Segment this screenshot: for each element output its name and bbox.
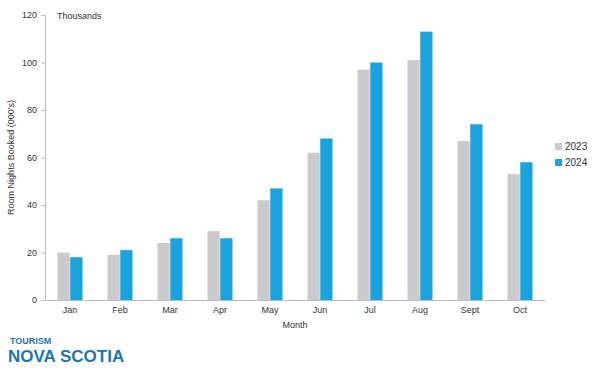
x-tick-label: Feb bbox=[112, 305, 128, 315]
bar bbox=[208, 231, 220, 300]
x-tick-label: May bbox=[261, 305, 279, 315]
bar bbox=[420, 32, 432, 300]
bar bbox=[258, 200, 270, 300]
y-axis-line bbox=[41, 16, 46, 301]
bar bbox=[108, 255, 120, 300]
x-tick-label: Jun bbox=[313, 305, 328, 315]
y-tick-mark bbox=[41, 205, 45, 206]
logo-text: NOVA SCOTIA bbox=[8, 347, 124, 366]
y-tick-mark bbox=[41, 300, 45, 301]
legend-swatch bbox=[555, 159, 562, 166]
x-axis-title: Month bbox=[282, 320, 307, 330]
legend-item: 2023 bbox=[555, 141, 588, 152]
x-tick: Sept bbox=[461, 305, 480, 315]
y-tick-label: 80 bbox=[27, 105, 37, 115]
bar bbox=[70, 257, 82, 300]
legend-label: 2023 bbox=[565, 141, 588, 152]
chart: 0 20 40 60 80 100 120 Jan Feb Mar Apr May Jun Jul Aug S… bbox=[0, 0, 600, 373]
y-axis-title: Room Nights Booked (000's) bbox=[6, 100, 16, 215]
y-tick-mark bbox=[41, 110, 45, 111]
bar bbox=[58, 253, 70, 301]
x-tick: Jun bbox=[313, 305, 328, 315]
y-tick-mark bbox=[41, 15, 45, 16]
y-tick: 120 bbox=[22, 10, 45, 20]
bar bbox=[408, 60, 420, 300]
x-tick: Jan bbox=[63, 305, 78, 315]
bar bbox=[158, 243, 170, 300]
x-tick: Oct bbox=[513, 305, 528, 315]
x-tick-label: Jul bbox=[364, 305, 376, 315]
x-tick: Feb bbox=[112, 305, 128, 315]
x-axis-line bbox=[46, 300, 546, 301]
bar bbox=[470, 124, 482, 300]
y-tick-label: 40 bbox=[27, 200, 37, 210]
legend-label: 2024 bbox=[565, 157, 588, 168]
legend-swatch bbox=[555, 143, 562, 150]
y-tick: 60 bbox=[27, 153, 45, 163]
x-tick-label: Sept bbox=[461, 305, 480, 315]
y-tick-mark bbox=[41, 63, 45, 64]
x-tick-label: Apr bbox=[213, 305, 227, 315]
bar bbox=[370, 63, 382, 301]
y-tick-label: 60 bbox=[27, 153, 37, 163]
y-tick-label: 20 bbox=[27, 248, 37, 258]
y-tick: 80 bbox=[27, 105, 45, 115]
x-tick: Jul bbox=[364, 305, 376, 315]
y-tick: 20 bbox=[27, 248, 45, 258]
bar bbox=[170, 238, 182, 300]
x-axis: Jan Feb Mar Apr May Jun Jul Aug Sept Oct bbox=[46, 301, 546, 316]
bar bbox=[120, 250, 132, 300]
y-tick-mark bbox=[41, 253, 45, 254]
bar bbox=[508, 174, 520, 300]
x-tick: Mar bbox=[162, 305, 178, 315]
y-tick-mark bbox=[41, 158, 45, 159]
x-tick: Apr bbox=[213, 305, 227, 315]
bar bbox=[358, 70, 370, 300]
x-tick-label: Mar bbox=[162, 305, 178, 315]
x-tick-label: Oct bbox=[513, 305, 528, 315]
x-tick-label: Jan bbox=[63, 305, 78, 315]
unit-note: Thousands bbox=[57, 11, 102, 21]
legend-item: 2024 bbox=[555, 157, 588, 168]
legend: 2023 2024 bbox=[555, 141, 588, 168]
bar bbox=[270, 188, 282, 300]
y-tick: 100 bbox=[22, 58, 45, 68]
y-tick: 0 bbox=[32, 295, 45, 305]
series-bars bbox=[70, 32, 532, 300]
x-tick-label: Aug bbox=[412, 305, 428, 315]
series-bars bbox=[58, 60, 520, 300]
bar bbox=[220, 238, 232, 300]
y-tick: 40 bbox=[27, 200, 45, 210]
bar bbox=[458, 141, 470, 300]
logo-text: TOURISM bbox=[10, 336, 51, 346]
bar bbox=[320, 139, 332, 301]
bar bbox=[308, 153, 320, 300]
y-tick-label: 120 bbox=[22, 10, 37, 20]
y-axis: 0 20 40 60 80 100 120 bbox=[22, 10, 46, 305]
plot: 0 20 40 60 80 100 120 Jan Feb Mar Apr May Jun Jul Aug S… bbox=[22, 10, 546, 315]
bars bbox=[58, 32, 533, 300]
x-tick: May bbox=[261, 305, 279, 315]
y-tick-label: 0 bbox=[32, 295, 37, 305]
x-tick: Aug bbox=[412, 305, 428, 315]
bar bbox=[520, 162, 532, 300]
y-tick-label: 100 bbox=[22, 58, 37, 68]
